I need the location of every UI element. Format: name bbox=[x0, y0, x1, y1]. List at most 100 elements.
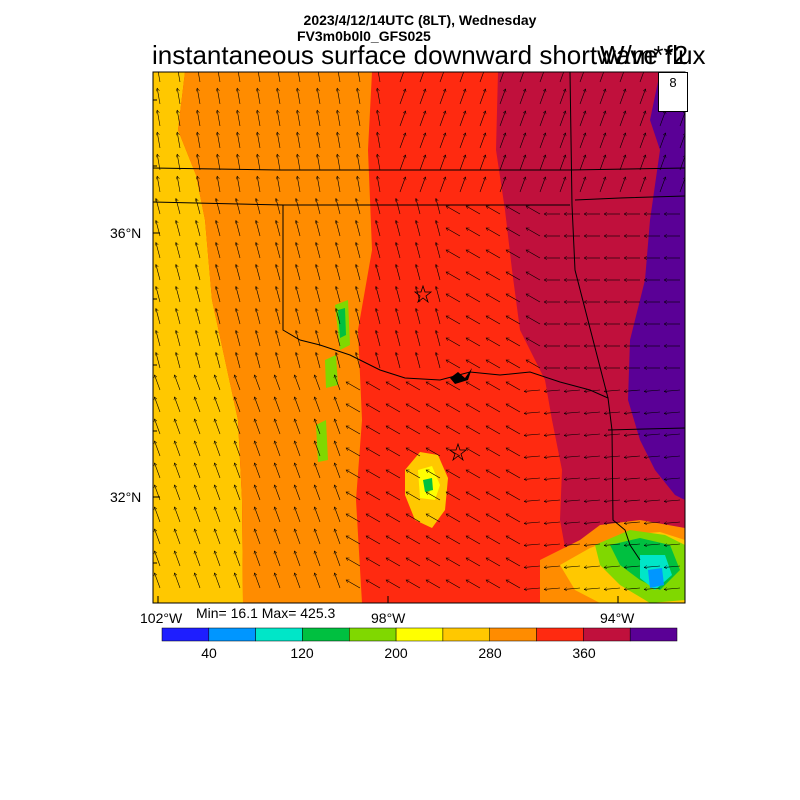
wind-arrow bbox=[446, 514, 461, 523]
wind-arrow bbox=[336, 309, 341, 325]
wind-arrow bbox=[406, 536, 421, 545]
wind-arrow bbox=[335, 397, 341, 413]
wind-arrow bbox=[336, 287, 341, 303]
wind-arrow bbox=[466, 558, 481, 567]
wind-arrow bbox=[406, 448, 421, 457]
wind-arrow bbox=[237, 88, 241, 105]
wind-arrow bbox=[357, 132, 361, 149]
wind-arrow bbox=[396, 243, 401, 259]
wind-arrow bbox=[664, 588, 681, 589]
wind-arrow bbox=[356, 265, 361, 281]
wind-arrow bbox=[544, 434, 561, 435]
wind-arrow bbox=[664, 390, 681, 391]
wind-arrow bbox=[639, 133, 646, 149]
wind-arrow bbox=[506, 558, 521, 567]
wind-arrow bbox=[236, 331, 241, 347]
wind-arrow bbox=[506, 294, 521, 303]
wind-arrow bbox=[579, 133, 586, 149]
wind-arrow bbox=[235, 397, 241, 413]
wind-arrow bbox=[255, 419, 261, 435]
wind-arrow bbox=[619, 72, 624, 83]
wind-arrow bbox=[416, 199, 421, 215]
wind-arrow bbox=[356, 309, 361, 325]
wind-arrow bbox=[195, 397, 201, 413]
wind-arrow bbox=[466, 316, 481, 325]
wind-arrow bbox=[257, 154, 261, 171]
wind-arrow bbox=[235, 529, 241, 545]
lat-label-32n: 32°N bbox=[110, 489, 142, 505]
wind-arrow bbox=[526, 228, 541, 237]
wind-arrow bbox=[297, 72, 301, 83]
wind-arrow bbox=[356, 287, 361, 303]
wind-arrow bbox=[584, 478, 601, 479]
colorbar-swatch bbox=[629, 627, 678, 642]
wind-arrow bbox=[619, 155, 626, 171]
wind-arrow bbox=[439, 155, 446, 171]
wind-arrow bbox=[376, 287, 381, 303]
wind-arrow bbox=[177, 154, 181, 171]
reference-vector-value: 8 bbox=[669, 75, 677, 90]
wind-arrow bbox=[175, 463, 181, 479]
wind-arrow bbox=[486, 536, 501, 545]
wind-arrow bbox=[257, 110, 261, 127]
wind-arrow bbox=[419, 155, 426, 171]
colorbar-swatch bbox=[583, 627, 631, 642]
wind-arrow bbox=[275, 573, 281, 589]
wind-arrow bbox=[175, 397, 181, 413]
wind-arrow bbox=[216, 199, 221, 215]
wind-arrow bbox=[526, 338, 541, 347]
wind-arrow bbox=[275, 441, 281, 457]
wind-arrow bbox=[216, 353, 221, 369]
wind-arrow bbox=[446, 228, 461, 237]
wind-arrow bbox=[499, 133, 506, 149]
wind-arrow bbox=[215, 375, 221, 391]
wind-arrow bbox=[315, 397, 321, 413]
wind-arrow bbox=[579, 111, 586, 127]
wind-arrow bbox=[526, 206, 541, 215]
wind-arrow bbox=[406, 558, 421, 567]
wind-arrow bbox=[426, 536, 441, 545]
colorbar-swatch bbox=[255, 627, 303, 642]
wind-arrow bbox=[624, 522, 641, 523]
wind-arrow bbox=[176, 221, 181, 237]
wind-arrow bbox=[257, 176, 261, 193]
wind-arrow bbox=[466, 514, 481, 523]
wind-arrow bbox=[275, 529, 281, 545]
wind-arrow bbox=[276, 199, 281, 215]
colorbar-label: 120 bbox=[290, 645, 314, 661]
wind-arrow bbox=[255, 463, 261, 479]
wind-arrow bbox=[277, 72, 281, 83]
wind-arrow bbox=[639, 72, 644, 83]
wind-arrow bbox=[459, 111, 466, 127]
wind-arrow bbox=[295, 573, 301, 589]
lon-label-94w: 94°W bbox=[600, 610, 635, 626]
wind-arrow bbox=[317, 176, 321, 193]
wind-arrow bbox=[157, 88, 161, 105]
reference-vector-box: 8 bbox=[658, 72, 688, 112]
wind-arrow bbox=[544, 412, 561, 413]
wind-arrow bbox=[255, 529, 261, 545]
lon-label-102w: 102°W bbox=[140, 610, 183, 626]
wind-arrow bbox=[506, 514, 521, 523]
wind-arrow bbox=[276, 353, 281, 369]
wind-arrow bbox=[459, 177, 466, 193]
wind-arrow bbox=[195, 573, 201, 589]
wind-arrow bbox=[295, 551, 301, 567]
wind-arrow bbox=[317, 132, 321, 149]
wind-arrow bbox=[526, 272, 541, 281]
wind-arrow bbox=[519, 111, 526, 127]
wind-arrow bbox=[377, 154, 381, 171]
wind-arrow bbox=[659, 111, 666, 127]
wind-arrow bbox=[216, 287, 221, 303]
wind-arrow bbox=[317, 154, 321, 171]
wind-arrow bbox=[524, 522, 541, 523]
wind-arrow bbox=[376, 199, 381, 215]
wind-arrow bbox=[366, 558, 381, 567]
wind-arrow bbox=[386, 558, 401, 567]
wind-arrow bbox=[156, 331, 161, 347]
wind-arrow bbox=[277, 132, 281, 149]
wind-arrow bbox=[604, 588, 621, 589]
wind-arrow bbox=[564, 566, 581, 567]
wind-arrow bbox=[386, 470, 401, 479]
wind-arrow bbox=[255, 375, 261, 391]
